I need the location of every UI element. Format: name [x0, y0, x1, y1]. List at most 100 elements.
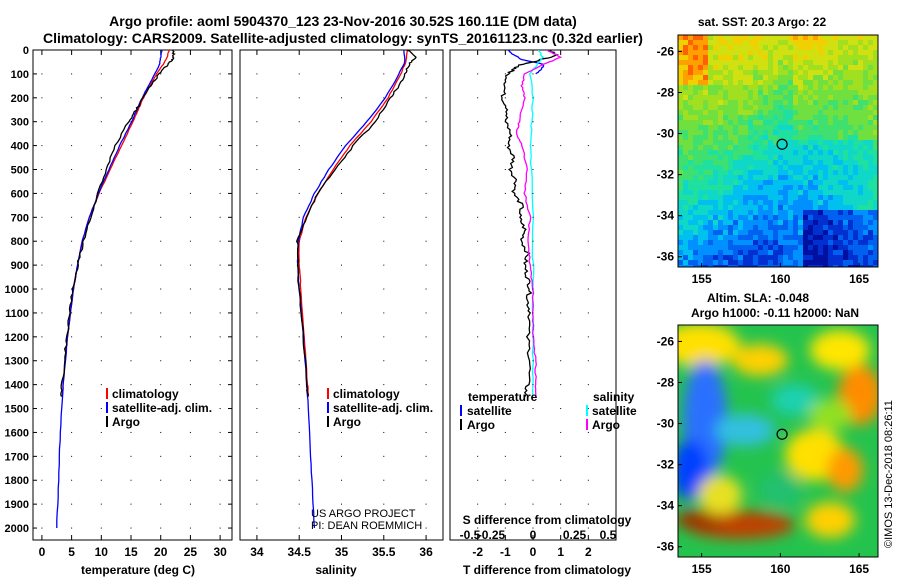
sst-cell — [723, 260, 728, 265]
sst-cell — [763, 95, 768, 100]
sst-cell — [808, 240, 813, 245]
sst-cell — [733, 40, 738, 45]
sst-cell — [783, 200, 788, 205]
sst-cell — [833, 240, 838, 245]
sst-cell — [858, 50, 863, 55]
sst-cell — [738, 35, 743, 40]
sst-cell — [838, 220, 843, 225]
sst-cell — [868, 260, 873, 265]
grid-dot — [532, 527, 534, 529]
grid-dot — [341, 527, 342, 529]
sst-cell — [803, 135, 808, 140]
sst-cell — [788, 260, 793, 265]
sst-cell — [848, 265, 853, 267]
grid-dot — [560, 216, 562, 218]
sst-cell — [788, 80, 793, 85]
sst-cell — [853, 140, 858, 145]
sst-cell — [713, 85, 718, 90]
grid-dot — [532, 145, 534, 147]
sst-cell — [833, 70, 838, 75]
sst-cell — [723, 60, 728, 65]
sst-cell — [733, 240, 738, 245]
sst-cell — [868, 230, 873, 235]
grid-dot — [160, 145, 162, 147]
sst-cell — [688, 230, 693, 235]
sst-cell — [793, 160, 798, 165]
sst-cell — [788, 180, 793, 185]
sst-cell — [713, 235, 718, 240]
grid-dot — [560, 121, 562, 123]
sst-cell — [748, 170, 753, 175]
sst-cell — [828, 35, 833, 40]
sst-cell — [783, 105, 788, 110]
sst-cell — [843, 265, 848, 267]
sst-cell — [708, 80, 713, 85]
sst-cell — [778, 200, 783, 205]
sst-cell — [808, 260, 813, 265]
grid-dot — [189, 240, 191, 242]
sst-cell — [793, 180, 798, 185]
grid-dot — [189, 169, 191, 171]
sst-cell — [693, 200, 698, 205]
sst-cell — [798, 265, 803, 267]
sst-cell — [798, 60, 803, 65]
sst-cell — [813, 120, 818, 125]
sst-cell — [728, 65, 733, 70]
sst-cell — [733, 80, 738, 85]
sst-cell — [743, 140, 748, 145]
sst-cell — [693, 65, 698, 70]
sst-cell — [698, 255, 703, 260]
sst-cell — [783, 140, 788, 145]
sst-cell — [758, 220, 763, 225]
sst-cell — [708, 175, 713, 180]
depth-tick-label: 1600 — [5, 427, 29, 439]
sst-cell — [693, 245, 698, 250]
sst-cell — [793, 175, 798, 180]
sst-cell — [713, 35, 718, 40]
sst-cell — [718, 205, 723, 210]
sst-cell — [853, 215, 858, 220]
sst-cell — [838, 185, 843, 190]
sst-cell — [683, 135, 688, 140]
sst-cell — [778, 235, 783, 240]
sst-cell — [853, 105, 858, 110]
sst-cell — [863, 125, 868, 130]
sst-cell — [753, 230, 758, 235]
sst-cell — [698, 145, 703, 150]
grid-dot — [532, 360, 534, 362]
salinity-x-axis: 34 34.5 35 35.5 36 — [250, 50, 433, 559]
sst-cell — [853, 260, 858, 265]
sst-cell — [678, 35, 683, 40]
sst-cell — [693, 170, 698, 175]
sst-cell — [688, 90, 693, 95]
sst-cell — [773, 155, 778, 160]
sst-cell — [823, 200, 828, 205]
sst-cell — [753, 85, 758, 90]
sst-cell — [818, 80, 823, 85]
sst-cell — [873, 160, 878, 165]
sst-cell — [743, 165, 748, 170]
salinity-profiles — [256, 50, 427, 529]
grid-dot — [130, 455, 132, 457]
sst-cell — [708, 250, 713, 255]
grid-dot — [71, 455, 73, 457]
grid-dot — [71, 264, 73, 266]
sst-map-title: sat. SST: 20.3 Argo: 22 — [698, 15, 827, 29]
sst-cell — [718, 240, 723, 245]
sst-cell — [713, 190, 718, 195]
grid-dot — [341, 50, 342, 51]
grid-dot — [383, 240, 385, 242]
sst-cell — [863, 60, 868, 65]
grid-dot — [41, 73, 43, 75]
sst-cell — [853, 100, 858, 105]
grid-dot — [477, 384, 479, 386]
sst-cell — [803, 190, 808, 195]
sst-cell — [853, 65, 858, 70]
sst-cell — [773, 135, 778, 140]
sst-cell — [838, 40, 843, 45]
sst-cell — [683, 130, 688, 135]
sst-cell — [863, 40, 868, 45]
sst-cell — [803, 165, 808, 170]
sst-cell — [698, 60, 703, 65]
sst-cell — [773, 210, 778, 215]
